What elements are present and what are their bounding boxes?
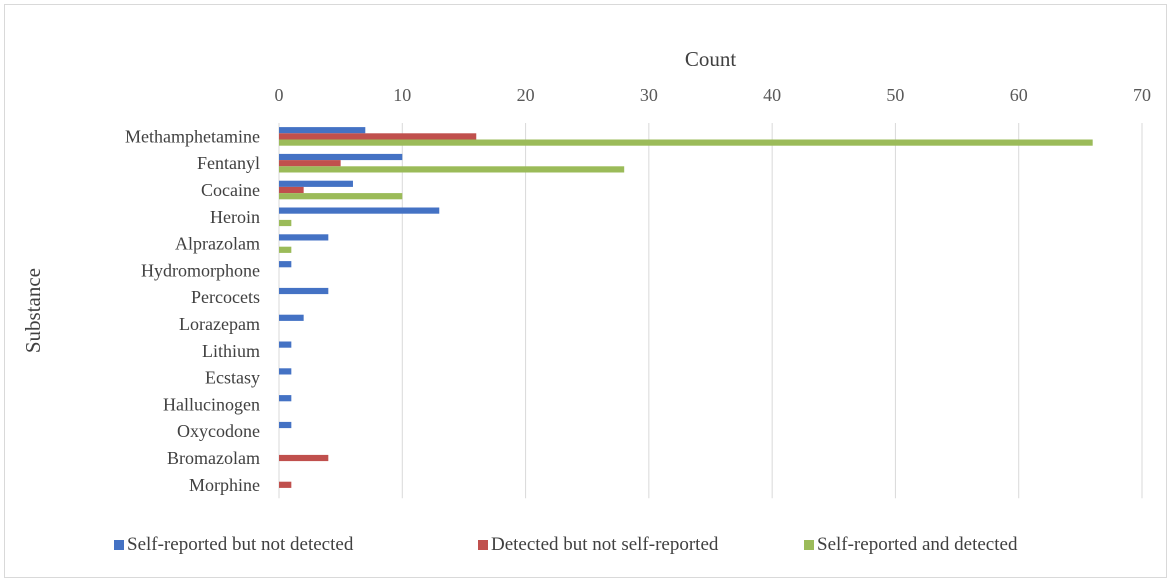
- legend-swatch-3: [804, 540, 814, 550]
- bar-hallucinogen-series-1: [279, 395, 292, 402]
- bars: [279, 127, 1093, 488]
- bar-hydromorphone-series-1: [279, 261, 292, 268]
- category-label-lorazepam: Lorazepam: [179, 314, 260, 334]
- x-tick-label-70: 70: [1133, 85, 1151, 105]
- bar-lorazepam-series-1: [279, 314, 304, 321]
- legend-label-1: Self-reported but not detected: [127, 534, 354, 555]
- category-label-fentanyl: Fentanyl: [197, 153, 260, 173]
- bar-morphine-series-2: [279, 481, 292, 488]
- bar-oxycodone-series-1: [279, 421, 292, 429]
- category-label-percocets: Percocets: [191, 287, 260, 307]
- category-label-morphine: Morphine: [189, 475, 260, 495]
- category-labels: Methamphetamine Fentanyl Cocaine Heroin Alpr…: [125, 126, 260, 494]
- category-label-bromazolam: Bromazolam: [167, 448, 260, 468]
- gridlines: [278, 123, 1143, 499]
- x-tick-label-60: 60: [1010, 85, 1028, 105]
- x-axis-ticks: 0 10 20 30 40 50 60 70: [275, 85, 1152, 105]
- category-label-hydromorphone: Hydromorphone: [141, 260, 260, 280]
- x-tick-label-10: 10: [393, 85, 411, 105]
- bar-heroin-series-3: [279, 219, 292, 227]
- category-label-methamphetamine: Methamphetamine: [125, 126, 260, 146]
- x-tick-label-0: 0: [275, 85, 284, 105]
- x-tick-label-40: 40: [763, 85, 781, 105]
- category-label-cocaine: Cocaine: [201, 180, 260, 200]
- bar-cocaine-series-2: [279, 186, 304, 194]
- bar-lithium-series-1: [279, 341, 292, 348]
- legend-label-3: Self-reported and detected: [817, 534, 1018, 555]
- x-tick-label-50: 50: [886, 85, 904, 105]
- category-label-lithium: Lithium: [202, 341, 260, 361]
- bar-ecstasy-series-1: [279, 368, 292, 375]
- bar-methamphetamine-series-2: [279, 133, 477, 140]
- bar-methamphetamine-series-1: [279, 127, 366, 134]
- legend: Self-reported but not detected Detected b…: [114, 534, 1018, 555]
- category-label-heroin: Heroin: [210, 207, 260, 227]
- legend-swatch-2: [478, 540, 488, 550]
- bar-alprazolam-series-3: [279, 246, 292, 253]
- category-label-hallucinogen: Hallucinogen: [163, 394, 260, 414]
- chart-frame: 0 10 20 30 40 50 60 70 Count Substance Methamph…: [4, 4, 1167, 578]
- bar-fentanyl-series-2: [279, 160, 341, 167]
- bar-bromazolam-series-2: [279, 454, 329, 462]
- bar-percocets-series-1: [279, 287, 329, 295]
- bar-alprazolam-series-1: [279, 234, 329, 241]
- category-label-oxycodone: Oxycodone: [177, 421, 260, 441]
- legend-label-2: Detected but not self-reported: [491, 534, 719, 555]
- bar-methamphetamine-series-3: [279, 139, 1093, 146]
- chart-svg: 0 10 20 30 40 50 60 70 Count Substance Methamph…: [21, 47, 1152, 555]
- x-tick-label-20: 20: [517, 85, 535, 105]
- bar-cocaine-series-3: [279, 193, 403, 200]
- category-label-alprazolam: Alprazolam: [175, 234, 260, 254]
- y-axis-title: Substance: [21, 268, 45, 353]
- x-tick-label-30: 30: [640, 85, 658, 105]
- bar-cocaine-series-1: [279, 180, 353, 187]
- legend-swatch-1: [114, 540, 124, 550]
- bar-fentanyl-series-1: [279, 153, 403, 161]
- category-label-ecstasy: Ecstasy: [205, 368, 260, 388]
- x-axis-title: Count: [685, 47, 737, 71]
- bar-heroin-series-1: [279, 207, 440, 214]
- bar-fentanyl-series-3: [279, 166, 625, 173]
